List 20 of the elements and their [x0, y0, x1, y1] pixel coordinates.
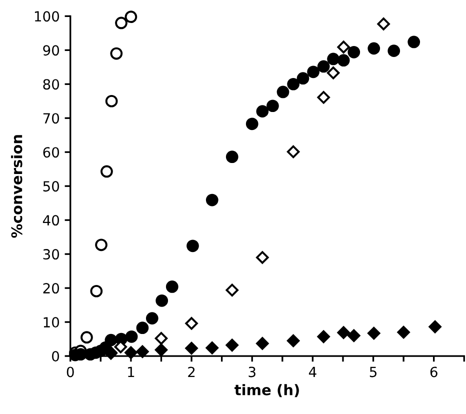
- y-tick-label: 50: [43, 181, 60, 192]
- x-tick-label: 5: [370, 366, 376, 378]
- y-tick-label: 90: [43, 45, 60, 56]
- y-tick-label: 20: [43, 283, 60, 294]
- y-tick-label: 80: [43, 79, 60, 90]
- x-tick-label: 4: [308, 366, 316, 378]
- x-tick-label: 1: [128, 366, 134, 378]
- y-tick-label: 100: [34, 11, 60, 22]
- y-tick-label: 10: [44, 317, 60, 328]
- x-tick-label: 0: [66, 366, 74, 378]
- y-tick-label: 40: [42, 215, 60, 226]
- x-tick-label: 3: [248, 366, 256, 378]
- x-tick-label: 6: [430, 366, 438, 378]
- y-tick-label: 0: [52, 351, 60, 362]
- x-axis-title: time (h): [234, 384, 299, 398]
- y-tick-label: 60: [43, 147, 60, 158]
- y-tick-label: 70: [43, 113, 60, 124]
- y-tick-label: 30: [43, 249, 60, 260]
- x-tick-label: 2: [188, 366, 195, 378]
- y-axis-title: %conversion: [10, 135, 22, 238]
